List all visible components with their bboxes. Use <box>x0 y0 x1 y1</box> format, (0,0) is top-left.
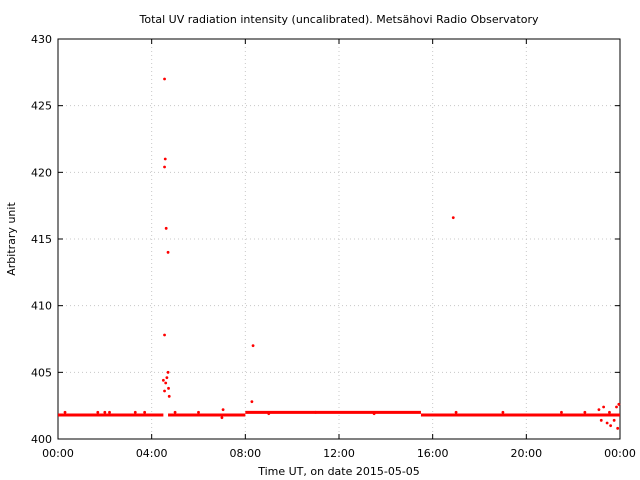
data-point-15 <box>451 216 455 220</box>
data-point-18 <box>597 408 601 412</box>
x-axis-label: Time UT, on date 2015-05-05 <box>257 465 420 478</box>
data-point-21 <box>605 421 609 425</box>
data-point-33 <box>143 410 147 414</box>
data-point-28 <box>63 410 67 414</box>
data-point-32 <box>133 410 137 414</box>
data-point-29 <box>96 410 100 414</box>
data-point-23 <box>609 424 613 428</box>
x-tick-label-5: 20:00 <box>510 447 542 460</box>
data-point-19 <box>599 418 603 422</box>
data-marks <box>58 77 621 430</box>
data-point-4 <box>166 250 170 254</box>
data-point-14 <box>250 400 254 404</box>
x-tick-label-6: 00:00 <box>604 447 636 460</box>
data-point-27 <box>617 402 621 406</box>
data-point-20 <box>602 405 606 409</box>
data-point-1 <box>163 157 167 161</box>
x-tick-label-3: 12:00 <box>323 447 355 460</box>
x-tick-label-4: 16:00 <box>417 447 449 460</box>
data-point-42 <box>583 410 587 414</box>
data-point-3 <box>164 226 168 230</box>
x-tick-label-2: 08:00 <box>229 447 261 460</box>
data-point-34 <box>173 410 177 414</box>
y-tick-label-6: 430 <box>31 33 52 46</box>
data-point-24 <box>612 418 616 422</box>
y-axis-label: Arbitrary unit <box>5 202 18 276</box>
data-point-36 <box>267 412 271 416</box>
data-point-10 <box>167 386 170 390</box>
y-tick-label-4: 420 <box>31 166 52 179</box>
x-tick-label-0: 00:00 <box>42 447 74 460</box>
data-point-6 <box>166 370 170 374</box>
data-point-7 <box>161 378 165 382</box>
data-point-31 <box>108 410 111 414</box>
y-tick-label-0: 400 <box>31 433 52 446</box>
data-point-13 <box>251 344 255 348</box>
y-tick-label-5: 425 <box>31 100 52 113</box>
data-point-0 <box>163 77 166 81</box>
grid-lines <box>58 39 620 439</box>
data-point-5 <box>163 333 166 337</box>
y-tick-label-2: 410 <box>31 300 52 313</box>
data-point-40 <box>501 410 505 414</box>
data-point-12 <box>167 394 171 398</box>
data-point-2 <box>163 165 166 169</box>
data-point-38 <box>372 412 376 416</box>
data-point-16 <box>220 416 224 420</box>
data-point-25 <box>615 405 618 409</box>
y-tick-label-3: 415 <box>31 233 52 246</box>
data-point-22 <box>608 410 611 414</box>
x-tick-label-1: 04:00 <box>136 447 168 460</box>
data-point-9 <box>164 381 168 385</box>
data-point-11 <box>163 389 166 393</box>
data-point-8 <box>165 376 169 380</box>
axis-ticks: 00:00 04:00 08:00 12:00 16:00 20:00 00:0040040… <box>31 33 636 460</box>
data-point-39 <box>454 410 458 414</box>
data-point-35 <box>197 410 200 414</box>
data-point-30 <box>103 410 107 414</box>
data-point-37 <box>314 410 317 414</box>
chart-title: Total UV radiation intensity (uncalibrat… <box>139 13 539 26</box>
data-point-17 <box>221 408 225 412</box>
data-point-26 <box>616 426 620 430</box>
y-tick-label-1: 405 <box>31 366 52 379</box>
data-point-41 <box>560 410 563 414</box>
